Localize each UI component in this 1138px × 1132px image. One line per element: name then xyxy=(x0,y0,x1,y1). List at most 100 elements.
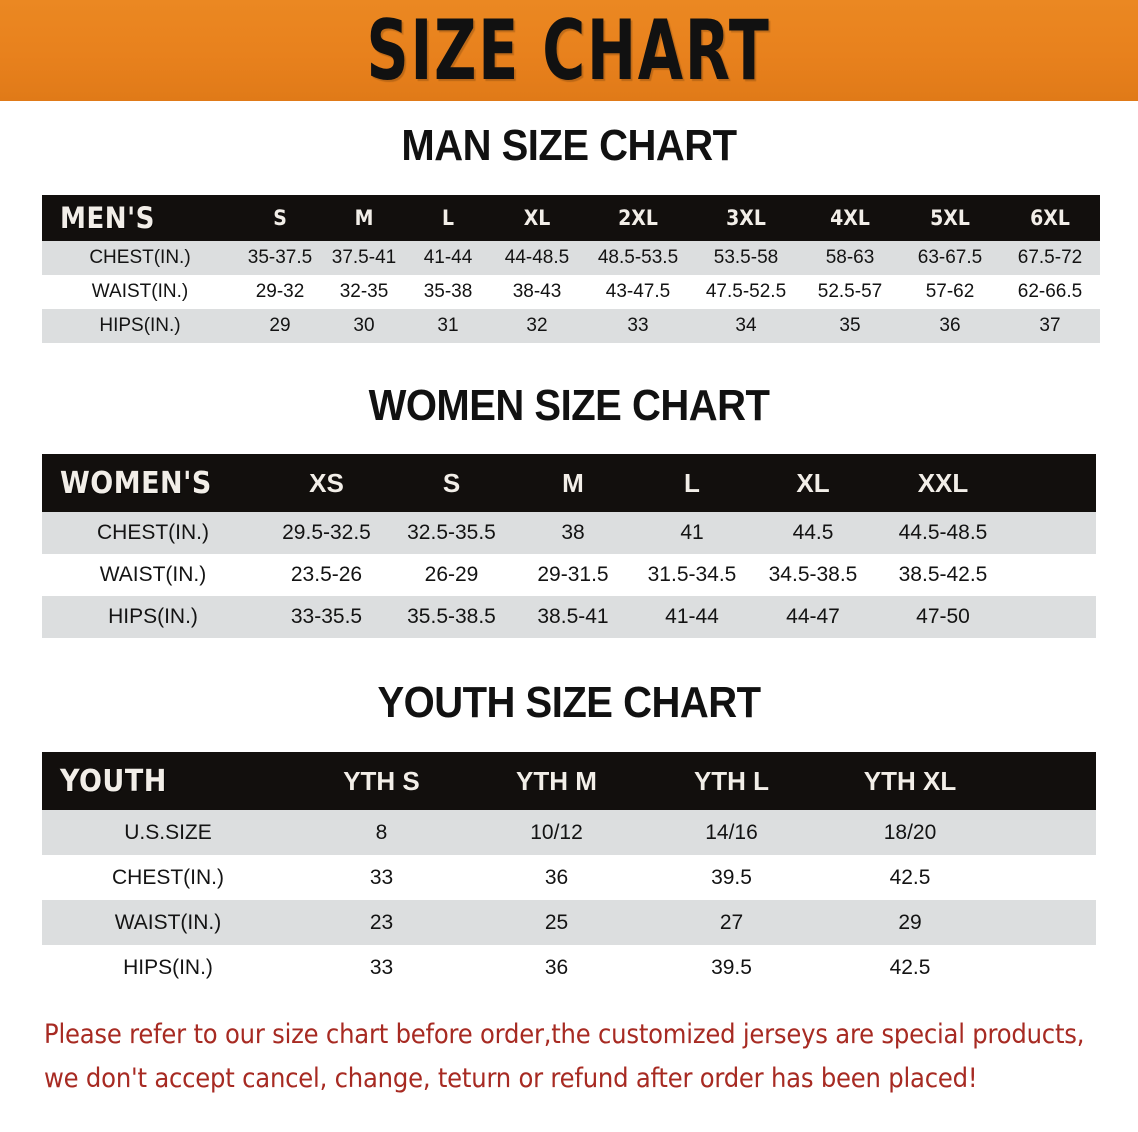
table-cell: 33 xyxy=(369,955,394,979)
table-cell: 18/20 xyxy=(883,820,937,844)
table-cell: 37 xyxy=(1039,315,1061,336)
man-header-size-s: S xyxy=(273,206,287,230)
table-cell: 47.5-52.5 xyxy=(705,281,787,302)
women-size-chart-section: WOMEN SIZE CHART WOMEN'S XS S M L XL XXL xyxy=(0,343,1138,638)
man-header-size-l: L xyxy=(441,206,455,230)
man-header-row: MEN'S S M L XL 2XL 3XL 4XL 5XL 6XL xyxy=(42,195,1100,241)
women-table-head: WOMEN'S XS S M L XL XXL xyxy=(42,454,1096,512)
table-cell: 58-63 xyxy=(825,247,875,268)
table-cell: 43-47.5 xyxy=(605,281,671,302)
table-cell xyxy=(1001,810,1096,855)
table-cell: 44.5 xyxy=(792,521,834,544)
women-header-category: WOMEN'S xyxy=(60,465,212,501)
table-cell: 38 xyxy=(561,521,585,544)
youth-header-size-l: YTH L xyxy=(693,765,770,796)
table-cell xyxy=(1001,900,1096,945)
women-row-label-chest: CHEST(IN.) xyxy=(97,521,209,544)
table-row: HIPS(IN.) 33 36 39.5 42.5 xyxy=(42,945,1096,990)
women-header-size-xs: XS xyxy=(309,467,344,498)
table-row: HIPS(IN.) 29 30 31 32 33 34 35 36 37 xyxy=(42,309,1100,343)
women-header-row: WOMEN'S XS S M L XL XXL xyxy=(42,454,1096,512)
youth-row-label-chest: CHEST(IN.) xyxy=(112,865,224,889)
table-cell: 38.5-42.5 xyxy=(898,563,988,586)
table-cell: 42.5 xyxy=(889,865,931,889)
table-row: WAIST(IN.) 29-32 32-35 35-38 38-43 43-47… xyxy=(42,275,1100,309)
man-header-size-xl: XL xyxy=(523,206,551,230)
table-cell: 33 xyxy=(369,865,394,889)
page-banner: SIZE CHART xyxy=(0,0,1138,101)
table-cell: 41-44 xyxy=(665,605,719,628)
table-cell: 32-35 xyxy=(339,281,389,302)
table-cell: 29-32 xyxy=(255,281,305,302)
table-row: HIPS(IN.) 33-35.5 35.5-38.5 38.5-41 41-4… xyxy=(42,596,1096,638)
table-row: CHEST(IN.) 35-37.5 37.5-41 41-44 44-48.5… xyxy=(42,241,1100,275)
table-cell: 10/12 xyxy=(530,820,583,844)
man-header-size-3xl: 3XL xyxy=(726,206,766,230)
table-cell: 32.5-35.5 xyxy=(407,521,496,544)
youth-header-size-empty xyxy=(1001,752,1096,810)
youth-header-row: YOUTH YTH S YTH M YTH L YTH XL xyxy=(42,752,1096,810)
table-cell: 29-31.5 xyxy=(537,563,609,586)
table-cell: 38-43 xyxy=(512,281,562,302)
table-cell xyxy=(1001,855,1096,900)
table-cell: 23 xyxy=(369,910,394,934)
man-header-size-6xl: 6XL xyxy=(1030,206,1070,230)
table-row: WAIST(IN.) 23 25 27 29 xyxy=(42,900,1096,945)
man-table-body: CHEST(IN.) 35-37.5 37.5-41 41-44 44-48.5… xyxy=(42,241,1100,343)
table-cell: 14/16 xyxy=(705,820,758,844)
table-cell: 63-67.5 xyxy=(917,247,983,268)
women-header-size-m: M xyxy=(562,467,584,498)
table-cell: 35 xyxy=(839,315,861,336)
table-cell: 25 xyxy=(544,910,569,934)
youth-size-chart-section: YOUTH SIZE CHART YOUTH YTH S YTH M YTH L… xyxy=(0,638,1138,990)
youth-header-size-xl: YTH XL xyxy=(863,765,957,796)
man-row-label-chest: CHEST(IN.) xyxy=(89,247,191,268)
table-cell: 57-62 xyxy=(925,281,975,302)
table-cell: 35.5-38.5 xyxy=(407,605,496,628)
women-row-label-hips: HIPS(IN.) xyxy=(108,605,198,628)
man-row-label-waist: WAIST(IN.) xyxy=(91,281,189,302)
table-cell: 52.5-57 xyxy=(817,281,883,302)
table-cell: 29 xyxy=(269,315,291,336)
youth-table-body: U.S.SIZE 8 10/12 14/16 18/20 CHEST(IN.) … xyxy=(42,810,1096,990)
disclaimer-line-2: we don't accept cancel, change, teturn o… xyxy=(44,1063,978,1094)
table-cell: 27 xyxy=(719,910,744,934)
women-header-size-xxl: XXL xyxy=(917,467,969,498)
man-table-head: MEN'S S M L XL 2XL 3XL 4XL 5XL 6XL xyxy=(42,195,1100,241)
women-header-size-empty xyxy=(1012,454,1096,512)
youth-header-size-s: YTH S xyxy=(343,765,420,796)
table-cell: 53.5-58 xyxy=(713,247,779,268)
youth-table-head: YOUTH YTH S YTH M YTH L YTH XL xyxy=(42,752,1096,810)
women-header-size-l: L xyxy=(684,467,700,498)
table-cell: 37.5-41 xyxy=(331,247,397,268)
table-row: WAIST(IN.) 23.5-26 26-29 29-31.5 31.5-34… xyxy=(42,554,1096,596)
women-header-size-xl: XL xyxy=(796,467,830,498)
table-cell: 35-38 xyxy=(423,281,473,302)
youth-row-label-hips: HIPS(IN.) xyxy=(123,955,213,979)
table-cell: 47-50 xyxy=(916,605,970,628)
table-cell: 41-44 xyxy=(423,247,473,268)
man-size-table: MEN'S S M L XL 2XL 3XL 4XL 5XL 6XL CHEST… xyxy=(42,195,1100,343)
table-cell: 44.5-48.5 xyxy=(898,521,988,544)
women-header-size-s: S xyxy=(442,467,461,498)
youth-size-table: YOUTH YTH S YTH M YTH L YTH XL U.S.SIZE … xyxy=(42,752,1096,990)
table-cell: 36 xyxy=(544,865,569,889)
table-cell: 38.5-41 xyxy=(537,605,609,628)
table-cell: 31.5-34.5 xyxy=(647,563,737,586)
youth-row-label-waist: WAIST(IN.) xyxy=(114,910,222,934)
table-cell: 8 xyxy=(375,820,388,844)
man-header-size-4xl: 4XL xyxy=(830,206,870,230)
women-section-title: WOMEN SIZE CHART xyxy=(368,381,770,430)
table-cell: 23.5-26 xyxy=(290,563,363,586)
man-row-label-hips: HIPS(IN.) xyxy=(99,315,181,336)
youth-table-wrapper: YOUTH YTH S YTH M YTH L YTH XL U.S.SIZE … xyxy=(42,752,1096,990)
table-cell: 26-29 xyxy=(424,563,479,586)
page-title: SIZE CHART xyxy=(366,2,772,99)
women-row-label-waist: WAIST(IN.) xyxy=(99,563,207,586)
man-header-size-5xl: 5XL xyxy=(930,206,970,230)
youth-row-label-us-size: U.S.SIZE xyxy=(124,820,212,844)
table-cell: 31 xyxy=(437,315,459,336)
table-cell: 34 xyxy=(735,315,757,336)
youth-header-category: YOUTH xyxy=(60,763,167,799)
table-cell: 30 xyxy=(353,315,375,336)
